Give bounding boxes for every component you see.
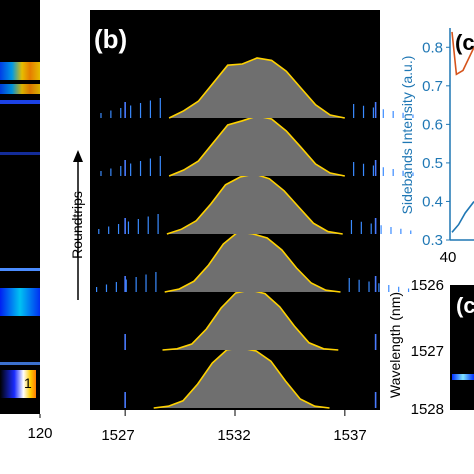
panel-d-band [452, 374, 474, 380]
spectrum-fill-5 [169, 58, 345, 118]
panel-b-ticks [124, 410, 346, 416]
panel-c-ylabel: Sidebands Intensity (a.u.) [399, 56, 415, 215]
panel-d-background [450, 285, 474, 410]
panel-d-ytick-label-3: 1528 [411, 401, 444, 418]
panel-c-ytick-label-5: 0.3 [422, 232, 443, 249]
panel-a: 1 120 [0, 0, 53, 442]
spectrum-fill-0 [153, 348, 330, 408]
panel-a-band-4 [0, 152, 40, 155]
panel-d: (c 1526 1527 1528 Wavelength (nm) [387, 277, 474, 418]
panel-a-xtick-label: 120 [27, 425, 52, 442]
panel-a-band-6 [0, 288, 40, 316]
panel-c-ytick-label-0: 0.8 [422, 39, 443, 56]
spectrum-fill-1 [162, 290, 339, 350]
spectrum-fill-3 [166, 174, 343, 234]
spectrum-fill-2 [164, 232, 341, 292]
panel-c-blue-series [451, 201, 474, 233]
panel-c-yticks: 0.8 0.7 0.6 0.5 0.4 0.3 [422, 39, 450, 249]
panel-b-traces [95, 57, 414, 409]
panel-c-label: (c [455, 30, 474, 55]
panel-d-ytick-label-2: 1527 [411, 343, 444, 360]
roundtrips-arrow-head [73, 150, 83, 162]
panel-b: (b) 1527 1532 1537 Roundtrips [69, 10, 414, 444]
panel-a-band-7 [0, 362, 40, 365]
panel-b-ylabel: Roundtrips [69, 191, 85, 259]
panel-d-ytick-label-1: 1526 [411, 277, 444, 294]
panel-d-ylabel: Wavelength (nm) [387, 292, 403, 398]
panel-b-label: (b) [94, 24, 127, 54]
spectrum-fill-4 [169, 116, 345, 176]
panel-d-label: (c [456, 293, 474, 318]
panel-b-xtick-label-2: 1532 [217, 427, 250, 444]
panel-c-ytick-label-3: 0.5 [422, 155, 443, 172]
panel-b-xtick-label-3: 1537 [333, 427, 366, 444]
panel-c-orange-series [451, 31, 474, 76]
panel-a-band-3 [0, 100, 40, 104]
spectrum-line-5 [168, 57, 345, 119]
panel-a-band-1 [0, 62, 40, 80]
panel-c-xtick-label: 40 [440, 249, 457, 266]
panel-c: 0.8 0.7 0.6 0.5 0.4 0.3 40 Sidebands Intensit… [399, 28, 474, 266]
colorbar [0, 370, 36, 398]
colorbar-label: 1 [24, 375, 32, 391]
panel-c-ytick-label-2: 0.6 [422, 116, 443, 133]
panel-a-band-2 [0, 84, 40, 94]
panel-b-xtick-label-1: 1527 [101, 427, 134, 444]
panel-c-ytick-label-4: 0.4 [422, 193, 443, 210]
panel-a-band-5 [0, 268, 40, 271]
panel-c-ytick-label-1: 0.7 [422, 78, 443, 95]
